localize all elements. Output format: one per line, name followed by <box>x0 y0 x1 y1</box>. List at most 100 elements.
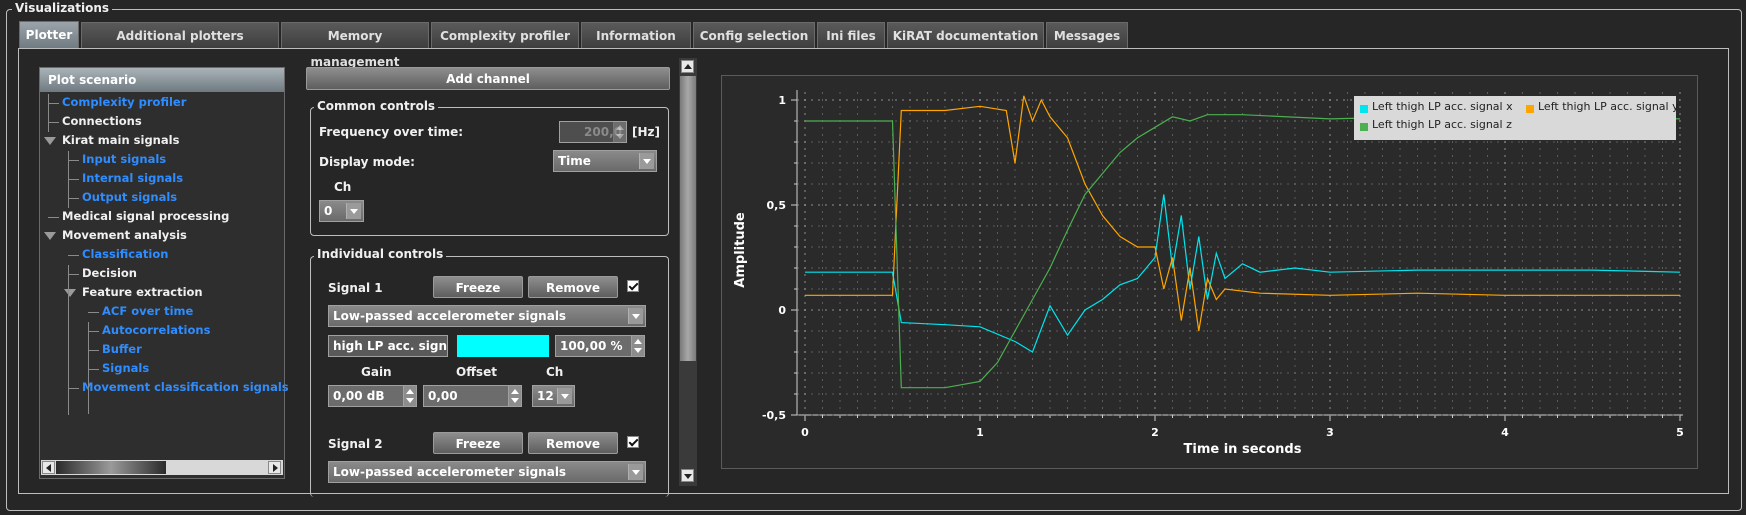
tab-ini-files[interactable]: Ini files <box>817 22 885 48</box>
chevron-down-icon <box>628 464 643 480</box>
plot-scenario-tree: Plot scenario Complexity profiler Connect… <box>39 67 289 479</box>
chart-legend: Left thigh LP acc. signal x Left thigh L… <box>1354 96 1679 140</box>
tab-memory-management[interactable]: Memory management <box>281 22 429 69</box>
frequency-label: Frequency over time: <box>319 125 464 139</box>
tree-guide-line <box>68 151 69 208</box>
tab-messages[interactable]: Messages <box>1046 22 1128 48</box>
offset-label: Offset <box>456 365 497 379</box>
scroll-left-button[interactable] <box>42 461 55 474</box>
tree-branch-line <box>88 331 99 332</box>
tree-item-autocorrelations[interactable]: Autocorrelations <box>102 323 211 337</box>
individual-controls-groupbox <box>310 256 669 497</box>
tree-item-classification[interactable]: Classification <box>82 247 169 261</box>
signal-2-remove-button[interactable]: Remove <box>528 432 618 454</box>
chevron-down-icon <box>346 203 361 219</box>
visualizations-groupbox <box>6 9 1742 511</box>
tree-item-internal-signals[interactable]: Internal signals <box>82 171 184 185</box>
tree-item-medical-signal-processing[interactable]: Medical signal processing <box>62 209 230 223</box>
tree-guide-line <box>48 94 49 132</box>
tab-information[interactable]: Information <box>581 22 691 48</box>
tree-branch-line <box>68 198 79 199</box>
signal-1-channel-name-field[interactable]: high LP acc. signal x <box>328 335 448 357</box>
signal-1-offset-field[interactable]: 0,00 <box>423 385 509 407</box>
legend-label-z: Left thigh LP acc. signal z <box>1372 118 1512 131</box>
signal-1-source-value: Low-passed accelerometer signals <box>333 309 567 323</box>
tree-guide-line <box>68 265 69 415</box>
individual-controls-title: Individual controls <box>314 247 447 261</box>
tree-item-output-signals[interactable]: Output signals <box>82 190 178 204</box>
scroll-right-button[interactable] <box>268 461 281 474</box>
signal-1-source-select[interactable]: Low-passed accelerometer signals <box>328 305 646 327</box>
expand-arrow-icon[interactable] <box>44 137 56 145</box>
common-controls-title: Common controls <box>314 99 439 113</box>
tree-hscrollbar[interactable] <box>41 460 283 475</box>
expand-arrow-icon[interactable] <box>64 289 76 297</box>
tree-branch-line <box>68 255 79 256</box>
signal-2-freeze-button[interactable]: Freeze <box>433 432 523 454</box>
signal-1-scale-spinner[interactable] <box>631 335 645 357</box>
individual-ch-label: Ch <box>546 365 564 379</box>
tree-branch-line <box>68 388 79 389</box>
display-mode-label: Display mode: <box>319 155 415 169</box>
tab-config-selection[interactable]: Config selection <box>693 22 815 48</box>
display-mode-value: Time <box>558 154 591 168</box>
legend-label-x: Left thigh LP acc. signal x <box>1372 100 1513 113</box>
tree-branch-line <box>48 217 59 218</box>
tree-branch-line <box>88 312 99 313</box>
tree-item-decision[interactable]: Decision <box>82 266 137 280</box>
tree-item-signals[interactable]: Signals <box>102 361 150 375</box>
tab-complexity-profiler[interactable]: Complexity profiler <box>431 22 579 48</box>
frequency-spinner[interactable] <box>613 121 627 143</box>
tree-item-complexity-profiler[interactable]: Complexity profiler <box>62 95 187 109</box>
tab-kirat-documentation[interactable]: KiRAT documentation <box>887 22 1044 48</box>
tree-item-movement-analysis[interactable]: Movement analysis <box>62 228 187 242</box>
tree-branch-line <box>68 274 79 275</box>
common-ch-value: 0 <box>324 204 333 218</box>
visualizations-title: Visualizations <box>12 1 113 15</box>
tree-header: Plot scenario <box>40 68 284 92</box>
frequency-input[interactable]: 200,0 <box>559 121 627 143</box>
vscroll-thumb[interactable] <box>680 76 696 361</box>
chevron-down-icon <box>557 388 572 404</box>
signal-1-freeze-button[interactable]: Freeze <box>433 276 523 298</box>
tree-item-input-signals[interactable]: Input signals <box>82 152 167 166</box>
scroll-up-button[interactable] <box>681 60 694 73</box>
common-controls-groupbox <box>310 107 669 236</box>
add-channel-button[interactable]: Add channel <box>306 67 670 90</box>
signal-2-source-select[interactable]: Low-passed accelerometer signals <box>328 461 646 483</box>
signal-1-offset-spinner[interactable] <box>508 385 522 407</box>
signal-1-gain-spinner[interactable] <box>403 385 417 407</box>
scroll-down-button[interactable] <box>681 469 694 482</box>
signal-1-remove-button[interactable]: Remove <box>528 276 618 298</box>
signal-2-checkbox[interactable] <box>627 436 639 448</box>
tab-plotter[interactable]: Plotter <box>19 21 79 49</box>
signal-1-scale-field[interactable]: 100,00 % <box>555 335 632 357</box>
controls-vscrollbar[interactable] <box>679 58 697 486</box>
tree-branch-line <box>48 103 59 104</box>
tree-branch-line <box>68 179 79 180</box>
tree-item-kirat-main-signals[interactable]: Kirat main signals <box>62 133 180 147</box>
signal-1-color-swatch[interactable] <box>457 335 549 357</box>
display-mode-select[interactable]: Time <box>553 150 657 172</box>
expand-arrow-icon[interactable] <box>44 232 56 240</box>
signal-1-ch-select[interactable]: 12 <box>532 385 575 407</box>
legend-swatch-y <box>1526 105 1534 113</box>
gain-label: Gain <box>361 365 392 379</box>
tree-item-feature-extraction[interactable]: Feature extraction <box>82 285 203 299</box>
plotter-tab-panel <box>18 48 1729 494</box>
frequency-unit: [Hz] <box>632 125 660 139</box>
tree-item-movement-classification-signals[interactable]: Movement classification signals <box>82 380 289 394</box>
scroll-thumb[interactable] <box>56 461 166 474</box>
tree-item-acf-over-time[interactable]: ACF over time <box>102 304 194 318</box>
signal-1-gain-field[interactable]: 0,00 dB <box>328 385 404 407</box>
signal-2-source-value: Low-passed accelerometer signals <box>333 465 567 479</box>
signal-1-ch-value: 12 <box>537 389 554 403</box>
tree-branch-line <box>48 122 59 123</box>
legend-swatch-x <box>1360 105 1368 113</box>
signal-1-checkbox[interactable] <box>627 280 639 292</box>
tab-additional-plotters[interactable]: Additional plotters <box>81 22 279 48</box>
tree-item-buffer[interactable]: Buffer <box>102 342 142 356</box>
common-ch-select[interactable]: 0 <box>319 200 364 222</box>
tree-item-connections[interactable]: Connections <box>62 114 142 128</box>
tree-branch-line <box>88 350 99 351</box>
